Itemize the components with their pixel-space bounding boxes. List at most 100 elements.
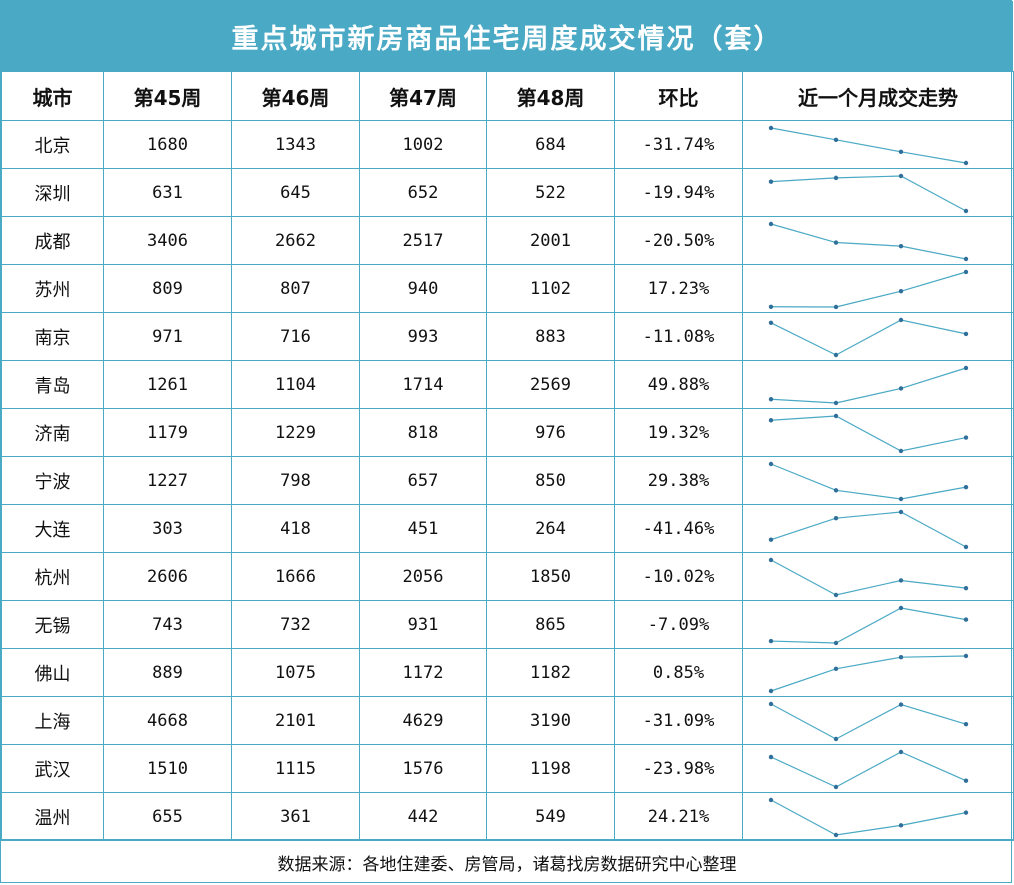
sparkline-point bbox=[833, 137, 839, 143]
sparkline-point bbox=[768, 397, 774, 402]
sparkline-point bbox=[898, 654, 904, 660]
sparkline-point bbox=[963, 365, 969, 371]
sparkline-line bbox=[770, 511, 967, 548]
trend-sparkline-cell bbox=[742, 456, 1014, 505]
w48-cell: 1198 bbox=[486, 744, 615, 793]
w46-cell: 1229 bbox=[231, 408, 360, 457]
sparkline-point bbox=[833, 515, 839, 521]
sparkline-point bbox=[963, 269, 969, 275]
city-cell: 北京 bbox=[1, 120, 104, 169]
w47-cell: 4629 bbox=[359, 696, 487, 745]
w45-cell: 971 bbox=[103, 312, 232, 361]
trend-sparkline-cell bbox=[742, 648, 1014, 697]
w47-cell: 818 bbox=[359, 408, 487, 457]
w47-cell: 442 bbox=[359, 792, 487, 841]
city-cell: 青岛 bbox=[1, 360, 104, 409]
mom-cell: -31.09% bbox=[614, 696, 743, 745]
trend-sparkline-cell bbox=[742, 168, 1014, 217]
sparkline-point bbox=[898, 509, 904, 515]
mom-cell: -19.94% bbox=[614, 168, 743, 217]
sparkline-point bbox=[963, 653, 969, 659]
sparkline-point bbox=[898, 289, 904, 294]
mom-cell: -11.08% bbox=[614, 312, 743, 361]
w45-cell: 1179 bbox=[103, 408, 232, 457]
chart-title: 重点城市新房商品住宅周度成交情况（套） bbox=[231, 23, 783, 55]
w46-cell: 732 bbox=[231, 600, 360, 649]
city-cell: 大连 bbox=[1, 504, 104, 553]
w48-cell: 3190 bbox=[486, 696, 615, 745]
trend-sparkline bbox=[768, 269, 969, 310]
sparkline-point bbox=[768, 537, 774, 542]
trend-sparkline bbox=[768, 365, 969, 406]
sparkline-line bbox=[770, 463, 967, 500]
mom-cell: -10.02% bbox=[614, 552, 743, 601]
sparkline-point bbox=[768, 125, 774, 131]
mom-cell: 49.88% bbox=[614, 360, 743, 409]
w47-cell: 940 bbox=[359, 264, 487, 313]
title-bar: 重点城市新房商品住宅周度成交情况（套） bbox=[1, 1, 1013, 71]
city-cell: 温州 bbox=[1, 792, 104, 841]
sparkline-line bbox=[770, 367, 967, 404]
sparkline-point bbox=[898, 578, 904, 583]
w46-cell: 2662 bbox=[231, 216, 360, 265]
city-cell: 宁波 bbox=[1, 456, 104, 505]
trend-sparkline bbox=[768, 413, 969, 454]
trend-sparkline bbox=[768, 797, 969, 838]
col-header-city: 城市 bbox=[1, 71, 104, 121]
sparkline-point bbox=[898, 243, 904, 249]
w47-cell: 451 bbox=[359, 504, 487, 553]
w48-cell: 2569 bbox=[486, 360, 615, 409]
trend-sparkline-cell bbox=[742, 264, 1014, 313]
city-cell: 武汉 bbox=[1, 744, 104, 793]
w46-cell: 418 bbox=[231, 504, 360, 553]
w48-cell: 684 bbox=[486, 120, 615, 169]
sparkline-point bbox=[768, 557, 774, 563]
mom-cell: -41.46% bbox=[614, 504, 743, 553]
sparkline-point bbox=[898, 605, 904, 611]
trend-sparkline-cell bbox=[742, 408, 1014, 457]
sparkline-point bbox=[833, 592, 839, 598]
sparkline-point bbox=[963, 435, 969, 440]
sparkline-point bbox=[833, 784, 839, 790]
mom-cell: 17.23% bbox=[614, 264, 743, 313]
city-cell: 苏州 bbox=[1, 264, 104, 313]
mom-cell: -23.98% bbox=[614, 744, 743, 793]
w48-cell: 976 bbox=[486, 408, 615, 457]
sparkline-point bbox=[963, 256, 969, 262]
city-cell: 成都 bbox=[1, 216, 104, 265]
table-row: 深圳 631 645 652 522 -19.94% bbox=[1, 168, 1014, 217]
w46-cell: 361 bbox=[231, 792, 360, 841]
w46-cell: 1115 bbox=[231, 744, 360, 793]
trend-sparkline bbox=[768, 221, 969, 262]
header-row: 城市 第45周 第46周 第47周 第48周 环比 近一个月成交走势 bbox=[1, 71, 1014, 121]
trend-sparkline-cell bbox=[742, 360, 1014, 409]
sparkline-point bbox=[963, 208, 969, 214]
sparkline-point bbox=[833, 736, 839, 742]
sparkline-line bbox=[770, 271, 967, 308]
city-cell: 杭州 bbox=[1, 552, 104, 601]
sparkline-point bbox=[963, 810, 969, 815]
city-cell: 上海 bbox=[1, 696, 104, 745]
w48-cell: 549 bbox=[486, 792, 615, 841]
city-cell: 佛山 bbox=[1, 648, 104, 697]
table-row: 大连 303 418 451 264 -41.46% bbox=[1, 504, 1014, 553]
sparkline-line bbox=[770, 655, 967, 692]
w45-cell: 743 bbox=[103, 600, 232, 649]
sparkline-line bbox=[770, 175, 967, 212]
table-row: 成都 3406 2662 2517 2001 -20.50% bbox=[1, 216, 1014, 265]
trend-sparkline-cell bbox=[742, 600, 1014, 649]
sparkline-point bbox=[768, 638, 774, 644]
w48-cell: 522 bbox=[486, 168, 615, 217]
w45-cell: 2606 bbox=[103, 552, 232, 601]
col-header-w47: 第47周 bbox=[359, 71, 487, 121]
w48-cell: 865 bbox=[486, 600, 615, 649]
col-header-mom: 环比 bbox=[614, 71, 743, 121]
trend-sparkline-cell bbox=[742, 312, 1014, 361]
sparkline-point bbox=[898, 448, 904, 454]
w45-cell: 631 bbox=[103, 168, 232, 217]
sparkline-point bbox=[898, 173, 904, 179]
table-row: 温州 655 361 442 549 24.21% bbox=[1, 792, 1014, 841]
w48-cell: 264 bbox=[486, 504, 615, 553]
sparkline-line bbox=[770, 559, 967, 596]
